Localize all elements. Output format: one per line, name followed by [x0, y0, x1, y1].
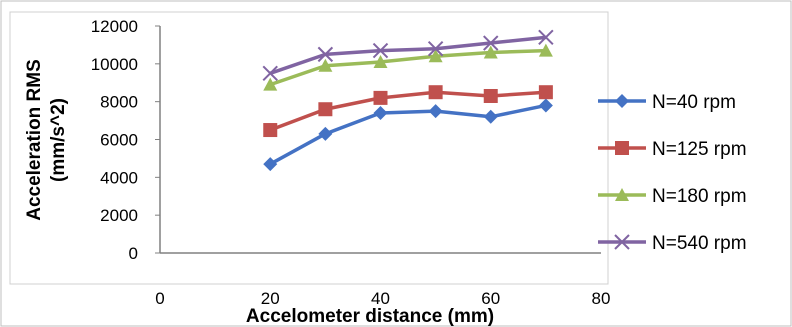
legend-item: N=40 rpm — [598, 92, 736, 113]
legend-label: N=540 rpm — [652, 233, 747, 254]
data-point — [428, 85, 443, 100]
data-point — [373, 106, 388, 121]
series-line — [269, 48, 546, 87]
legend-item: N=180 rpm — [598, 186, 747, 207]
y-tick-label: 4000 — [100, 168, 138, 187]
legend-label: N=40 rpm — [652, 92, 736, 113]
data-point — [538, 43, 553, 57]
data-point — [262, 65, 278, 81]
series-line — [269, 90, 546, 132]
series-1 — [263, 98, 553, 172]
y-tick-label: 6000 — [100, 131, 138, 150]
x-tick-label: 80 — [592, 289, 611, 308]
tick-labels: 0 2000 4000 6000 8000 10000 12000 0 20 40 60 80 — [91, 17, 611, 308]
x-tick-label: 60 — [481, 289, 500, 308]
data-point — [318, 126, 333, 141]
data-point — [373, 54, 388, 68]
x-tick-label: 40 — [371, 289, 390, 308]
series-4 — [262, 29, 554, 81]
legend: N=40 rpm N=125 rpm N=180 rpm N=540 rpm — [598, 92, 747, 254]
y-axis-title-line2: (mm/s^2) — [48, 98, 69, 182]
series-line — [269, 35, 547, 75]
series-line — [269, 103, 547, 166]
x-axis-title: Accelometer distance (mm) — [246, 306, 494, 327]
legend-item: N=540 rpm — [598, 233, 747, 254]
legend-label: N=180 rpm — [652, 186, 747, 207]
data-point — [538, 29, 554, 46]
data-point — [538, 98, 553, 113]
axes — [155, 25, 601, 254]
series-2 — [263, 85, 553, 138]
data-point — [483, 88, 498, 103]
data-point — [318, 102, 333, 117]
data-point — [428, 104, 443, 119]
legend-marker — [615, 188, 629, 201]
data-point — [483, 35, 499, 51]
data-point — [538, 85, 553, 100]
y-tick-label: 2000 — [100, 206, 138, 225]
data-point — [263, 123, 278, 138]
y-tick-label: 10000 — [91, 55, 138, 74]
data-point — [373, 90, 388, 105]
legend-marker — [614, 234, 630, 250]
legend-item: N=125 rpm — [598, 139, 747, 160]
legend-marker — [615, 94, 629, 108]
data-point — [483, 45, 498, 59]
y-tick-label: 12000 — [91, 17, 138, 36]
legend-label: N=125 rpm — [652, 139, 747, 160]
data-point — [427, 40, 444, 57]
series-group — [262, 29, 554, 172]
data-point — [428, 49, 443, 63]
y-tick-label: 0 — [129, 244, 138, 263]
data-point — [372, 42, 389, 59]
data-point — [263, 77, 278, 91]
data-point — [263, 157, 278, 172]
legend-marker — [615, 141, 629, 155]
y-axis-title-line1: Acceleration RMS — [24, 59, 45, 221]
x-tick-label: 20 — [261, 289, 280, 308]
data-point — [317, 46, 334, 63]
data-point — [483, 109, 498, 124]
x-tick-label: 0 — [155, 289, 164, 308]
y-tick-label: 8000 — [100, 93, 138, 112]
series-3 — [263, 43, 553, 91]
y-axis-title: Acceleration RMS (mm/s^2) — [24, 59, 69, 221]
data-point — [318, 58, 333, 72]
